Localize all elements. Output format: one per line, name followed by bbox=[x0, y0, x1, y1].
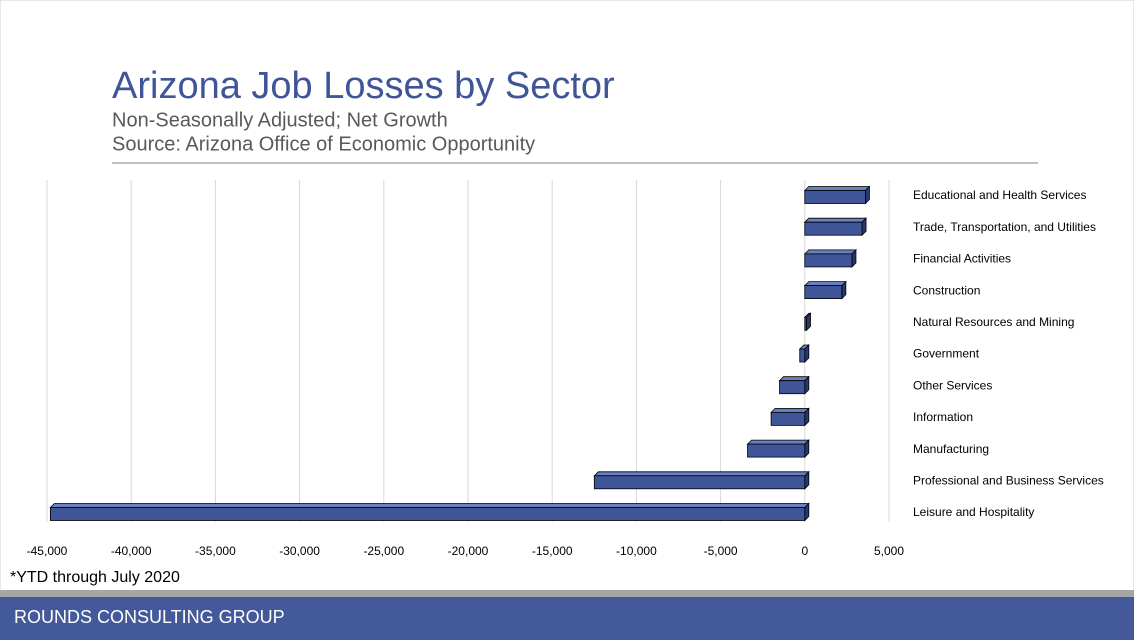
x-tick-label: -30,000 bbox=[279, 544, 320, 558]
bar-top bbox=[778, 376, 810, 382]
category-label: Information bbox=[913, 410, 973, 424]
x-tick-label: -45,000 bbox=[27, 544, 68, 558]
x-tick-label: -25,000 bbox=[363, 544, 404, 558]
category-label: Leisure and Hospitality bbox=[913, 505, 1034, 519]
bar bbox=[804, 190, 866, 204]
bar bbox=[804, 221, 863, 236]
bar bbox=[593, 475, 806, 490]
category-label: Trade, Transportation, and Utilities bbox=[913, 220, 1096, 234]
bar-top bbox=[593, 471, 810, 477]
bar bbox=[804, 253, 853, 268]
bar bbox=[779, 380, 806, 395]
x-tick-label: -10,000 bbox=[616, 544, 657, 558]
category-label: Financial Activities bbox=[913, 252, 1011, 266]
bar-top bbox=[49, 503, 810, 508]
x-tick-label: 5,000 bbox=[874, 544, 904, 558]
footer-text: ROUNDS CONSULTING GROUP bbox=[14, 607, 285, 627]
bar bbox=[804, 285, 843, 300]
x-tick-label: -15,000 bbox=[532, 544, 573, 558]
x-tick-label: -40,000 bbox=[111, 544, 152, 558]
bar-top bbox=[746, 439, 810, 445]
subtitle: Non-Seasonally Adjusted; Net Growth bbox=[112, 109, 448, 131]
bar bbox=[49, 507, 806, 521]
x-tick-label: 0 bbox=[801, 544, 808, 558]
category-label: Other Services bbox=[913, 378, 992, 392]
category-label: Government bbox=[913, 347, 980, 361]
category-label: Educational and Health Services bbox=[913, 188, 1086, 202]
category-label: Professional and Business Services bbox=[913, 473, 1104, 487]
plot: -45,000 -40,000 -35,000 -30,000 -25,000 -20,0… bbox=[27, 180, 1104, 558]
footer-strip bbox=[0, 590, 1134, 597]
bar-top bbox=[803, 217, 868, 223]
bar bbox=[770, 411, 806, 426]
footer-band bbox=[0, 597, 1134, 640]
x-tick-label: -20,000 bbox=[448, 544, 489, 558]
category-label: Construction bbox=[913, 283, 980, 297]
x-tick-label: -35,000 bbox=[195, 544, 236, 558]
bar bbox=[804, 316, 807, 331]
x-tick-label: -5,000 bbox=[704, 544, 738, 558]
bar-top bbox=[803, 281, 847, 287]
bar-top bbox=[803, 249, 857, 255]
bar bbox=[799, 348, 806, 363]
category-label: Manufacturing bbox=[913, 442, 989, 456]
bar-top bbox=[770, 407, 810, 413]
footnote: *YTD through July 2020 bbox=[10, 569, 180, 586]
subtitle: Source: Arizona Office of Economic Oppor… bbox=[112, 133, 535, 155]
bar bbox=[747, 443, 806, 458]
category-label: Natural Resources and Mining bbox=[913, 315, 1074, 329]
slide-title: Arizona Job Losses by Sector bbox=[112, 65, 615, 107]
bar-top bbox=[803, 186, 871, 191]
